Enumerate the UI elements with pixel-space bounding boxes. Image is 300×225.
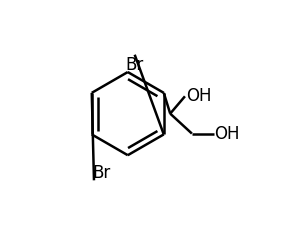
Text: OH: OH: [186, 87, 211, 105]
Text: Br: Br: [92, 164, 110, 182]
Text: OH: OH: [214, 125, 240, 143]
Text: Br: Br: [126, 56, 144, 74]
